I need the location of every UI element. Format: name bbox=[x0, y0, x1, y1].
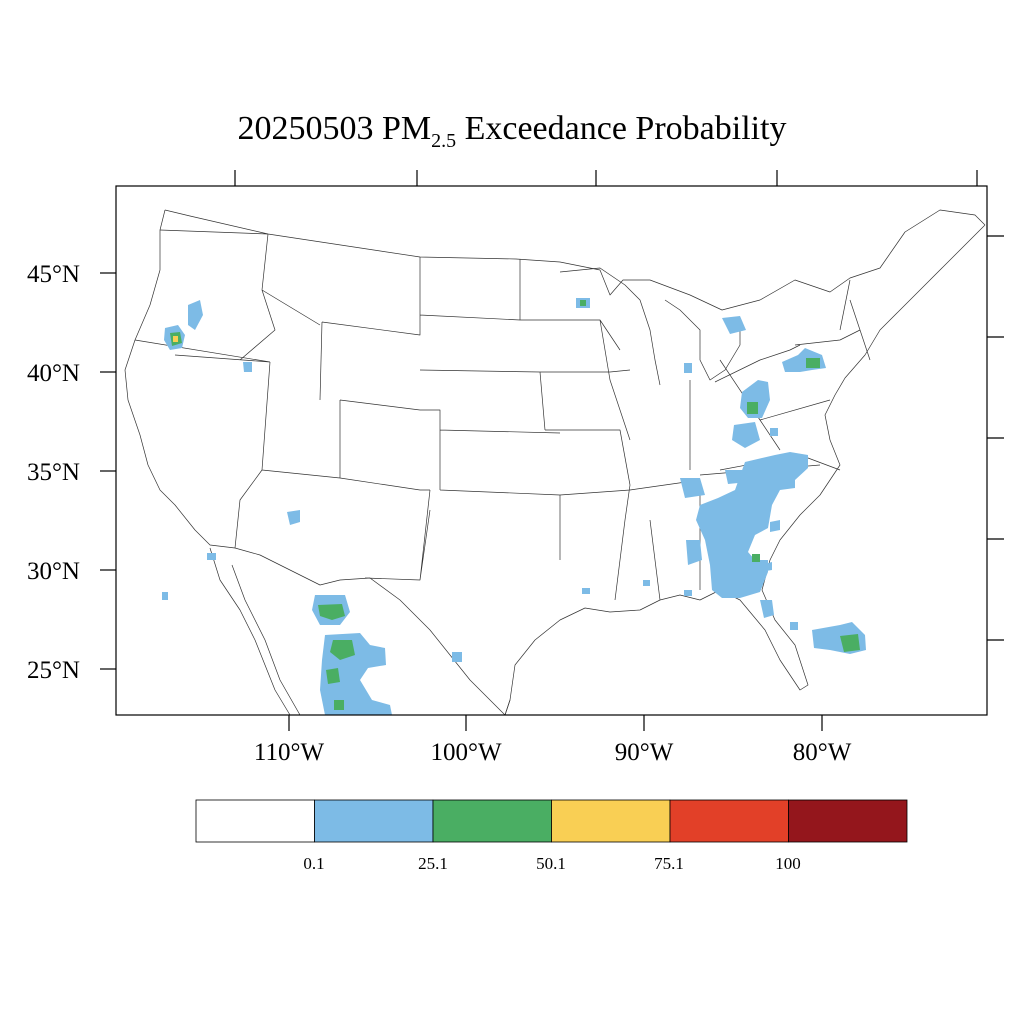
region-socal bbox=[207, 553, 216, 560]
bottom-ticks bbox=[288, 715, 823, 731]
colorbar-swatch bbox=[788, 799, 908, 843]
colorbar-tick-label: 50.1 bbox=[536, 854, 566, 873]
colorbar-tick-label: 0.1 bbox=[303, 854, 324, 873]
title-suffix: Exceedance Probability bbox=[464, 110, 787, 147]
colorbar-swatch bbox=[551, 799, 671, 843]
region-southeast bbox=[680, 452, 808, 598]
title-date: 20250503 bbox=[237, 110, 374, 147]
region-michigan bbox=[684, 316, 746, 373]
region-idaho bbox=[243, 362, 252, 372]
colorbar-tick-label: 25.1 bbox=[418, 854, 448, 873]
state-lines bbox=[134, 229, 871, 601]
region-texas-small bbox=[452, 652, 462, 662]
colorbar-swatch bbox=[314, 799, 434, 843]
lon-label: 110°W bbox=[254, 739, 325, 766]
colorbar-tick-label: 100 bbox=[775, 854, 801, 873]
lat-label: 30°N bbox=[27, 558, 80, 585]
lon-label: 90°W bbox=[615, 739, 674, 766]
great-lakes bbox=[559, 267, 801, 386]
lon-label: 80°W bbox=[793, 739, 852, 766]
colorbar-swatch bbox=[432, 799, 552, 843]
region-lake-superior-core bbox=[580, 300, 586, 306]
region-florida bbox=[582, 580, 798, 630]
title-species: PM bbox=[381, 110, 432, 147]
lat-labels: 45°N 40°N 35°N 30°N 25°N bbox=[27, 261, 80, 684]
region-oregon-peak bbox=[173, 336, 178, 342]
colorbar-tick-label: 75.1 bbox=[654, 854, 684, 873]
region-arizona bbox=[287, 510, 300, 525]
left-ticks bbox=[100, 272, 116, 670]
right-ticks bbox=[987, 235, 1004, 641]
map-title: 20250503 PM2.5 Exceedance Probability bbox=[0, 110, 1024, 153]
lat-label: 35°N bbox=[27, 459, 80, 486]
region-bahamas-core bbox=[840, 634, 860, 652]
region-pennsylvania-core bbox=[806, 358, 820, 368]
probability-regions bbox=[162, 298, 866, 715]
lat-label: 45°N bbox=[27, 261, 80, 288]
region-baja bbox=[162, 592, 168, 600]
region-chihuahua-core bbox=[318, 604, 355, 710]
region-west-virginia-core bbox=[747, 402, 758, 414]
colorbar-swatch bbox=[669, 799, 789, 843]
map-frame bbox=[115, 185, 988, 716]
colorbar-labels: 0.1 25.1 50.1 75.1 100 bbox=[303, 854, 800, 873]
mexico-outline bbox=[209, 547, 511, 716]
title-species-subscript: 2.5 bbox=[431, 130, 457, 152]
top-ticks bbox=[234, 170, 978, 186]
lon-label: 100°W bbox=[430, 739, 501, 766]
state-boundaries bbox=[124, 209, 986, 716]
colorbar-swatch bbox=[195, 799, 315, 843]
colorbar bbox=[195, 799, 908, 843]
us-outline bbox=[124, 209, 986, 716]
lat-label: 40°N bbox=[27, 360, 80, 387]
region-georgia-core bbox=[752, 554, 760, 562]
region-oregon bbox=[164, 300, 203, 350]
lon-labels: 110°W 100°W 90°W 80°W bbox=[254, 739, 852, 766]
lat-label: 25°N bbox=[27, 657, 80, 684]
